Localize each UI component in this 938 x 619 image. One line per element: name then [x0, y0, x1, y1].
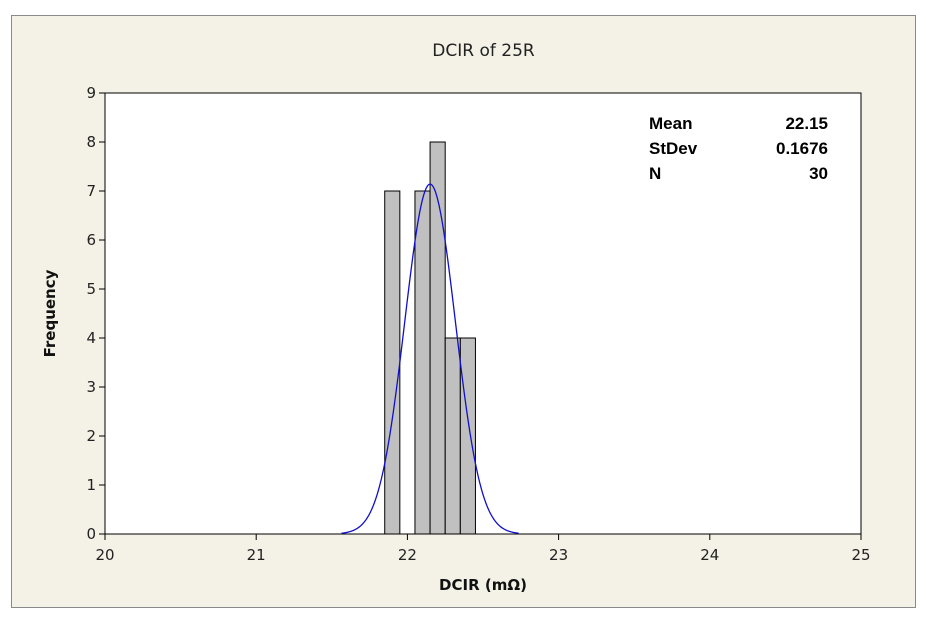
stats-box: Mean 22.15 StDev 0.1676 N 30: [649, 114, 828, 183]
normal-fit-curve: [341, 183, 519, 534]
chart-title: DCIR of 25R: [432, 41, 535, 61]
x-tick-label: 20: [95, 546, 114, 564]
chart-frame: DCIR of 25R 20 21 22 23 24 25 0 1 2 3 4 5 6 7 8 9 DCIR …: [11, 15, 916, 608]
stat-value: 22.15: [785, 114, 828, 133]
y-tick-label: 3: [86, 378, 96, 396]
y-tick-label: 5: [86, 280, 96, 298]
x-tick-label: 23: [549, 546, 568, 564]
y-tick-label: 4: [86, 329, 96, 347]
y-tick-label: 2: [86, 427, 96, 445]
plot-area: [104, 92, 862, 535]
histogram-bar: [444, 337, 461, 535]
x-tick-label: 21: [247, 546, 266, 564]
stat-label: Mean: [649, 114, 692, 133]
histogram-bar: [384, 190, 401, 535]
y-tick-label: 9: [86, 84, 96, 102]
y-tick-label: 0: [86, 525, 96, 543]
x-tick-label: 25: [851, 546, 870, 564]
y-tick-label: 7: [86, 182, 96, 200]
stat-value: 0.1676: [776, 139, 828, 158]
x-tick-label: 22: [398, 546, 417, 564]
x-tick-label: 24: [700, 546, 719, 564]
stat-value: 30: [809, 164, 828, 183]
y-axis-label: Frequency: [41, 269, 59, 357]
histogram-bar: [459, 337, 476, 535]
stat-label: StDev: [649, 139, 698, 158]
y-tick-label: 8: [86, 133, 96, 151]
stat-label: N: [649, 164, 661, 183]
histogram-bar: [414, 190, 431, 535]
x-axis-label: DCIR (mΩ): [439, 576, 527, 594]
y-tick-label: 6: [86, 231, 96, 249]
y-tick-label: 1: [86, 476, 96, 494]
